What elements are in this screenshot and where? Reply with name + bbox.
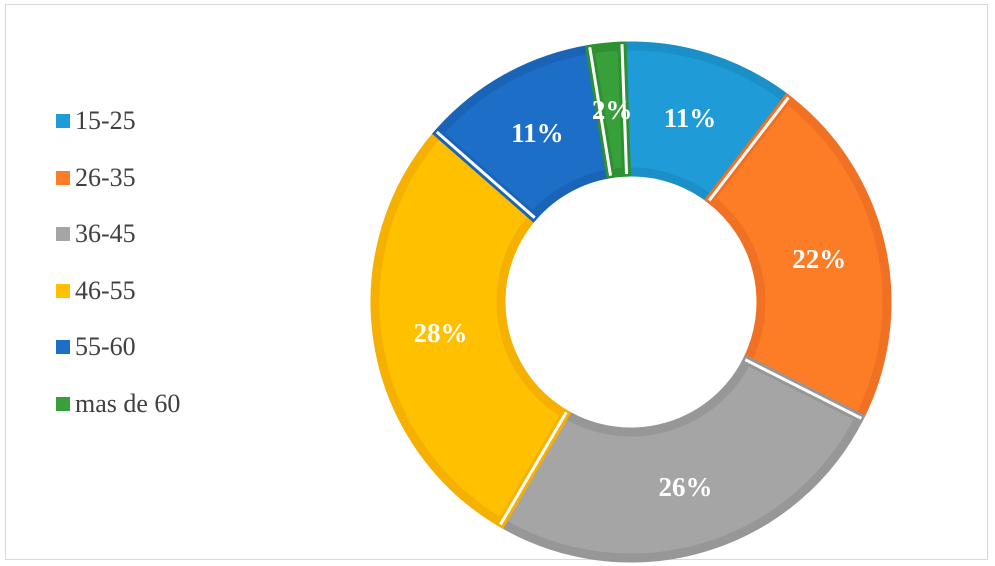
donut-slice bbox=[370, 127, 572, 529]
legend-item: 26-35 bbox=[56, 150, 180, 207]
data-label: 2% bbox=[592, 95, 633, 125]
data-label: 26% bbox=[658, 472, 712, 502]
legend-item: 15-25 bbox=[56, 93, 180, 150]
legend-item: 55-60 bbox=[56, 319, 180, 376]
data-label: 28% bbox=[413, 318, 467, 348]
slice-separator bbox=[707, 96, 790, 202]
legend-swatch bbox=[56, 170, 70, 185]
slice-separator bbox=[499, 411, 568, 526]
slice-separator bbox=[620, 44, 629, 175]
donut-slice bbox=[495, 354, 866, 563]
legend-swatch bbox=[56, 283, 70, 298]
slice-separator bbox=[588, 47, 613, 176]
legend-label: 55-60 bbox=[75, 332, 136, 362]
data-label: 11% bbox=[511, 118, 564, 148]
legend-item: mas de 60 bbox=[56, 376, 180, 433]
donut-slice bbox=[704, 92, 892, 424]
legend-item: 36-45 bbox=[56, 206, 180, 263]
slice-separator bbox=[435, 130, 536, 219]
legend-swatch bbox=[56, 340, 70, 355]
slice-separator bbox=[744, 358, 862, 420]
legend-label: 15-25 bbox=[75, 106, 136, 136]
legend-item: 46-55 bbox=[56, 263, 180, 320]
data-label: 11% bbox=[664, 103, 717, 133]
legend-swatch bbox=[56, 227, 70, 242]
chart-legend: 15-25 26-35 36-45 46-55 55-60 mas de 60 bbox=[56, 93, 180, 432]
legend-label: mas de 60 bbox=[75, 388, 181, 418]
legend-swatch bbox=[56, 114, 70, 129]
data-label: 22% bbox=[792, 244, 846, 274]
legend-label: 46-55 bbox=[75, 275, 136, 305]
legend-swatch bbox=[56, 396, 70, 411]
legend-label: 26-35 bbox=[75, 162, 136, 192]
legend-label: 36-45 bbox=[75, 219, 136, 249]
